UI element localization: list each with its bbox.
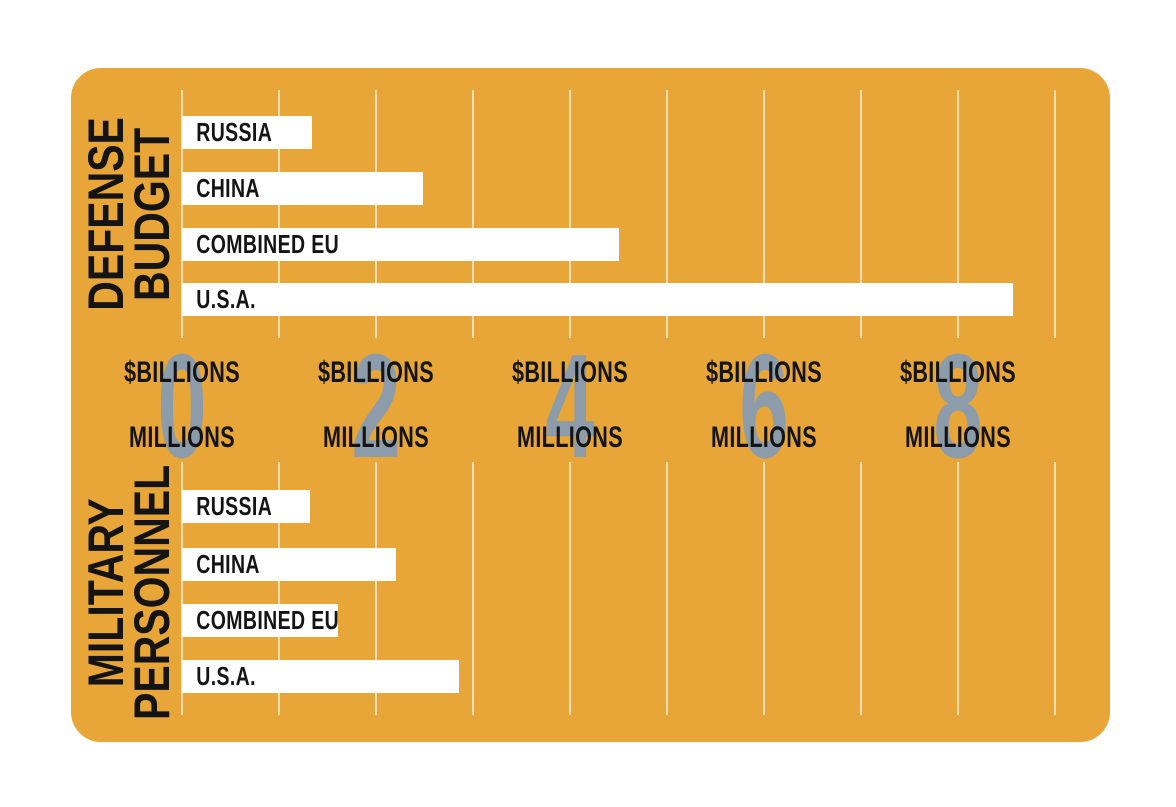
gridline xyxy=(375,90,377,338)
gridline xyxy=(763,90,765,338)
bar-russia: RUSSIA xyxy=(182,490,310,523)
axis-label-millions: MILLIONS xyxy=(710,421,818,454)
gridline xyxy=(181,90,183,338)
gridline xyxy=(957,90,959,338)
gridline xyxy=(472,462,474,715)
axis-tick-number: 6 xyxy=(739,324,789,489)
gridline xyxy=(472,90,474,338)
axis-label-billions: $BILLIONS xyxy=(511,356,629,389)
gridline xyxy=(181,462,183,715)
chart-panel: DEFENSE BUDGET RUSSIA CHINA COMBINED EU U.S… xyxy=(71,68,1110,742)
bar-combined-eu: COMBINED EU xyxy=(182,604,340,637)
gridline xyxy=(666,90,668,338)
axis-tick-number: 0 xyxy=(157,324,207,489)
gridline xyxy=(957,462,959,715)
bar-u-s-a: U.S.A. xyxy=(182,660,459,693)
bar-russia: RUSSIA xyxy=(182,116,312,149)
axis-tick-number: 2 xyxy=(351,324,401,489)
bar-label: COMBINED EU xyxy=(196,229,340,259)
plot-area-defense-budget: RUSSIA CHINA COMBINED EU U.S.A. xyxy=(71,68,1110,742)
bar-u-s-a: U.S.A. xyxy=(182,283,1013,316)
bar-china: CHINA xyxy=(182,172,423,205)
gridline xyxy=(666,462,668,715)
gridline xyxy=(763,462,765,715)
axis-label-millions: MILLIONS xyxy=(128,421,236,454)
axis-tick-number: 4 xyxy=(545,324,595,489)
axis-label-millions: MILLIONS xyxy=(322,421,430,454)
bar-label: CHINA xyxy=(196,173,260,203)
bar-label: CHINA xyxy=(196,549,260,579)
axis-label-billions: $BILLIONS xyxy=(317,356,435,389)
axis-tick-number: 8 xyxy=(933,324,983,489)
gridline xyxy=(569,90,571,338)
gridline xyxy=(860,90,862,338)
axis-label-millions: MILLIONS xyxy=(516,421,624,454)
bar-china: CHINA xyxy=(182,548,396,581)
bar-combined-eu: COMBINED EU xyxy=(182,228,619,261)
bar-label: RUSSIA xyxy=(196,491,273,521)
axis-label-billions: $BILLIONS xyxy=(123,356,241,389)
gridline xyxy=(860,462,862,715)
axis-label-billions: $BILLIONS xyxy=(705,356,823,389)
bar-label: RUSSIA xyxy=(196,117,273,147)
axis-label-billions: $BILLIONS xyxy=(899,356,1017,389)
gridline xyxy=(569,462,571,715)
axis-label-millions: MILLIONS xyxy=(904,421,1012,454)
bar-label: COMBINED EU xyxy=(196,605,340,635)
gridline xyxy=(278,90,280,338)
x-axis: 0 $BILLIONS MILLIONS 2 $BILLIONS MILLIONS 4 $BI… xyxy=(71,68,1110,742)
plot-area-military-personnel: RUSSIA CHINA COMBINED EU U.S.A. xyxy=(71,68,1110,742)
gridline xyxy=(278,462,280,715)
gridline xyxy=(1054,90,1056,338)
gridline xyxy=(375,462,377,715)
bar-label: U.S.A. xyxy=(196,661,256,691)
bar-label: U.S.A. xyxy=(196,284,256,314)
gridline xyxy=(1054,462,1056,715)
